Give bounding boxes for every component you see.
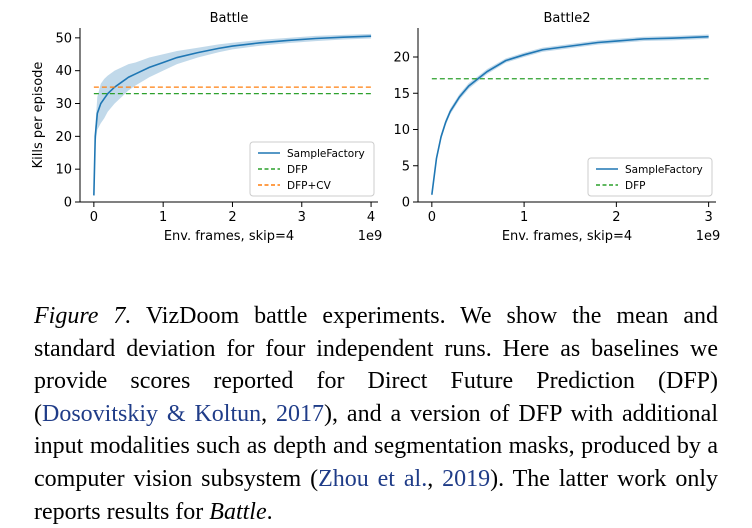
x-tick-label: 0 — [90, 210, 98, 225]
y-tick-label: 30 — [55, 97, 72, 112]
y-tick-label: 20 — [393, 51, 410, 66]
legend-box — [587, 157, 713, 197]
y-tick-label: 10 — [55, 163, 72, 178]
y-axis-label: Kills per episode — [31, 62, 46, 169]
series-line-samplefactory — [93, 35, 372, 196]
y-tick-label: 20 — [55, 130, 72, 145]
y-tick-label: 0 — [402, 196, 410, 211]
citation-year-2019-link[interactable]: 2019 — [442, 465, 491, 492]
x-tick-label: 0 — [428, 210, 436, 225]
x-tick-label: 1 — [520, 210, 528, 225]
x-tick-label: 4 — [367, 210, 375, 225]
citation-dosovitskiy-link[interactable]: Dosovitskiy & Koltun — [42, 400, 262, 427]
x-axis-label: Env. frames, skip=4 — [502, 229, 632, 244]
legend-entry-label: DFP — [625, 180, 645, 192]
y-tick-label: 0 — [64, 196, 72, 211]
citation-year-2017-link[interactable]: 2017 — [276, 400, 325, 427]
legend-entry-label: SampleFactory — [287, 148, 365, 160]
citation-zhou-link[interactable]: Zhou et al. — [318, 465, 428, 492]
x-tick-label: 1 — [159, 210, 167, 225]
figure-caption: Figure 7. VizDoom battle experiments. We… — [34, 300, 718, 528]
chart-title: Battle — [210, 11, 249, 26]
legend-entry-label: SampleFactory — [625, 164, 703, 176]
caption-label: Figure 7. — [34, 303, 132, 329]
legend-entry-label: DFP+CV — [287, 180, 332, 192]
y-tick-label: 15 — [393, 87, 410, 102]
y-tick-label: 5 — [402, 159, 410, 174]
x-tick-label: 3 — [704, 210, 712, 225]
series-line-samplefactory — [431, 35, 709, 195]
x-tick-label: 2 — [612, 210, 620, 225]
y-tick-label: 10 — [393, 123, 410, 138]
x-axis-multiplier: 1e9 — [358, 229, 383, 244]
chart-battle2: Battle2 0 5 10 15 20 0 1 2 3 Env. frames, skip=4 1e… — [393, 11, 720, 244]
caption-comma-2: , — [427, 465, 443, 492]
chart-title: Battle2 — [544, 11, 591, 26]
caption-text-2: ), and a version of DFP with additional … — [34, 400, 718, 492]
caption-period: . — [266, 498, 273, 525]
legend-box — [249, 141, 375, 197]
y-tick-label: 50 — [55, 31, 72, 46]
x-tick-label: 3 — [298, 210, 306, 225]
y-tick-label: 40 — [55, 64, 72, 79]
chart-battle: Battle 0 10 20 30 40 50 0 1 2 3 4 Env. frames, skip=… — [31, 11, 382, 244]
caption-text-1: VizDoom battle experiments. We show the … — [34, 303, 718, 427]
x-tick-label: 2 — [228, 210, 236, 225]
x-axis-label: Env. frames, skip=4 — [164, 229, 294, 244]
caption-text-3: ). The latter work only reports results … — [34, 465, 719, 525]
legend-entry-label: DFP — [287, 164, 307, 176]
caption-battle-italic: Battle — [209, 498, 267, 525]
x-axis-multiplier: 1e9 — [696, 229, 721, 244]
caption-comma-1: , — [261, 400, 277, 427]
